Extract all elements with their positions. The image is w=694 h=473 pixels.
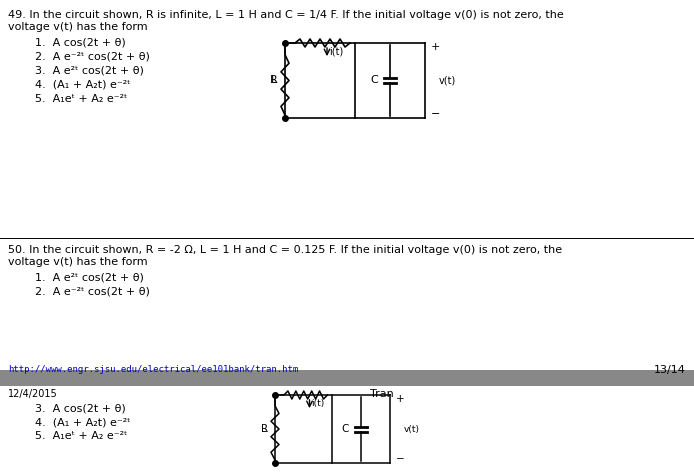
Text: +: + [396, 394, 405, 404]
Bar [0, 370, 694, 386]
Text: v(t): v(t) [439, 76, 456, 86]
Text: 3.  A e²ᵗ cos(2t + θ): 3. A e²ᵗ cos(2t + θ) [35, 66, 144, 76]
Text: http://www.engr.sjsu.edu/electrical/ee101bank/tran.htm: http://www.engr.sjsu.edu/electrical/ee10… [8, 365, 298, 374]
Text: 1.  A cos(2t + θ): 1. A cos(2t + θ) [35, 38, 126, 48]
Text: Tran: Tran [370, 389, 393, 399]
Text: 4.  (A₁ + A₂t) e⁻²ᵗ: 4. (A₁ + A₂t) e⁻²ᵗ [35, 417, 130, 427]
Text: R: R [261, 424, 268, 434]
Text: 12/4/2015: 12/4/2015 [8, 389, 58, 399]
Text: voltage v(t) has the form: voltage v(t) has the form [8, 22, 148, 32]
Text: 3.  A cos(2t + θ): 3. A cos(2t + θ) [35, 403, 126, 413]
Text: 5.  A₁eᵗ + A₂ e⁻²ᵗ: 5. A₁eᵗ + A₂ e⁻²ᵗ [35, 94, 128, 104]
Text: 2.  A e⁻²ᵗ cos(2t + θ): 2. A e⁻²ᵗ cos(2t + θ) [35, 52, 150, 62]
Text: −: − [431, 109, 441, 119]
Text: +: + [431, 42, 441, 52]
Text: i(t): i(t) [329, 47, 344, 57]
Text: 13/14: 13/14 [654, 365, 686, 375]
Text: 1.  A e²ᵗ cos(2t + θ): 1. A e²ᵗ cos(2t + θ) [35, 273, 144, 283]
Text: v(t): v(t) [404, 424, 420, 433]
Text: C: C [371, 76, 378, 86]
Text: L: L [271, 76, 277, 86]
Text: R: R [270, 76, 278, 86]
Text: voltage v(t) has the form: voltage v(t) has the form [8, 257, 148, 267]
Text: 5.  A₁eᵗ + A₂ e⁻²ᵗ: 5. A₁eᵗ + A₂ e⁻²ᵗ [35, 431, 128, 441]
Text: −: − [396, 454, 405, 464]
Text: 2.  A e⁻²ᵗ cos(2t + θ): 2. A e⁻²ᵗ cos(2t + θ) [35, 287, 150, 297]
Text: 49. In the circuit shown, R is infinite, L = 1 H and C = 1/4 F. If the initial v: 49. In the circuit shown, R is infinite,… [8, 10, 564, 20]
Text: 50. In the circuit shown, R = -2 Ω, L = 1 H and C = 0.125 F. If the initial volt: 50. In the circuit shown, R = -2 Ω, L = … [8, 245, 562, 255]
Text: L: L [261, 424, 267, 434]
Text: i(t): i(t) [312, 399, 325, 408]
Text: C: C [342, 424, 349, 434]
Text: 4.  (A₁ + A₂t) e⁻²ᵗ: 4. (A₁ + A₂t) e⁻²ᵗ [35, 80, 130, 90]
